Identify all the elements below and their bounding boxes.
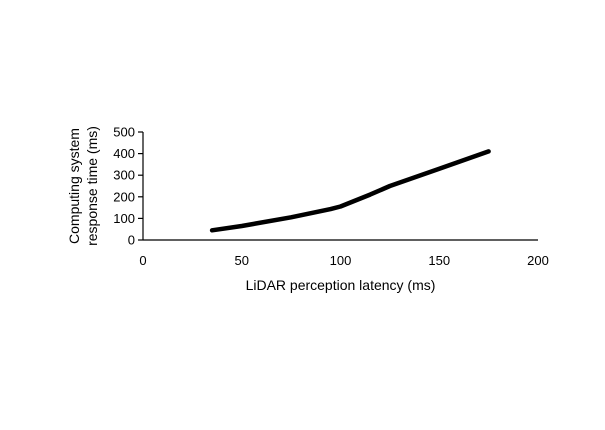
y-tick-label: 0 — [128, 233, 135, 248]
y-tick-label: 500 — [113, 125, 135, 140]
x-tick-label: 50 — [235, 253, 249, 268]
x-tick-label: 150 — [428, 253, 450, 268]
y-axis-ticks: 0 100 200 300 400 500 — [113, 125, 143, 248]
y-tick-label: 400 — [113, 146, 135, 161]
x-axis-ticks: 0 50 100 150 200 — [139, 253, 548, 268]
y-tick-label: 300 — [113, 168, 135, 183]
series-layer — [209, 149, 491, 233]
series-line-0 — [209, 149, 491, 233]
y-axis-title-line-1: Computing system — [66, 128, 82, 244]
x-tick-label: 100 — [330, 253, 352, 268]
y-tick-label: 100 — [113, 211, 135, 226]
y-axis-title-line-2: response time (ms) — [84, 126, 100, 246]
x-axis-title: LiDAR perception latency (ms) — [246, 277, 436, 293]
x-tick-label: 0 — [139, 253, 146, 268]
x-tick-label: 200 — [527, 253, 549, 268]
y-tick-label: 200 — [113, 189, 135, 204]
